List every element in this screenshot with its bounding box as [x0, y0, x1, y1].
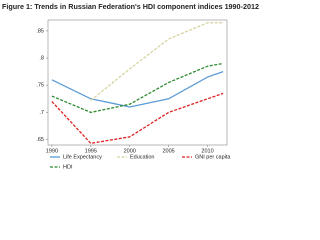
chart: Figure 1: Trends in Russian Federation's… — [0, 0, 292, 173]
x-tick-label: 2000 — [124, 148, 136, 154]
x-tick-label: 2010 — [201, 148, 213, 154]
plot-frame — [47, 19, 228, 146]
series-line — [51, 62, 224, 114]
legend-label: Education — [130, 154, 154, 160]
series-line — [90, 22, 224, 101]
y-tick-label: .85 — [36, 28, 44, 34]
x-tick-label: 1995 — [85, 148, 97, 154]
x-tick-label: 1990 — [46, 148, 58, 154]
x-tick-label: 2005 — [163, 148, 175, 154]
chart-title: Figure 1: Trends in Russian Federation's… — [2, 2, 259, 11]
y-tick-label: .65 — [36, 137, 44, 143]
legend-label: GNI per capita — [195, 154, 231, 160]
y-tick-label: .7 — [39, 110, 44, 116]
series-line — [51, 71, 224, 108]
background — [0, 0, 292, 173]
legend-label: HDI — [63, 164, 73, 170]
y-tick-label: .8 — [39, 55, 44, 61]
legend-label: Life Expectancy — [63, 154, 102, 160]
y-tick-label: .75 — [36, 83, 44, 89]
series-line — [51, 92, 224, 145]
